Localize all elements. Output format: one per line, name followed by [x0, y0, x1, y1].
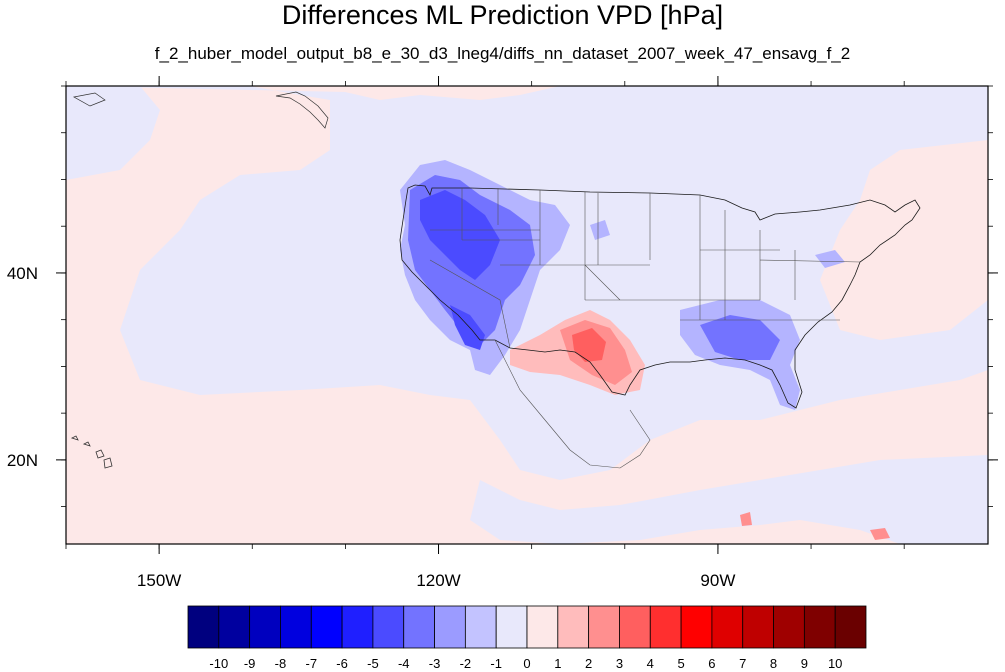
colorbar-label: 3 — [616, 656, 623, 671]
colorbar: -10 -9 -8 -7 -6 -5 -4 -3 -2 -1 0 1 2 3 4 5 6 7 8 9 10 — [187, 605, 867, 671]
colorbar-swatch — [218, 605, 251, 649]
canada-coast — [72, 91, 329, 129]
colorbar-swatch — [680, 605, 713, 649]
colorbar-label: 8 — [770, 656, 777, 671]
colorbar-label: -3 — [429, 656, 441, 671]
colorbar-label: -5 — [367, 656, 379, 671]
colorbar-swatch — [526, 605, 559, 649]
colorbar-label: -7 — [305, 656, 317, 671]
colorbar-label: 5 — [677, 656, 684, 671]
x-tick-label: 150W — [137, 571, 181, 590]
hawaii-islands — [70, 435, 113, 469]
colorbar-swatch — [742, 605, 774, 649]
colorbar-swatch — [280, 605, 312, 649]
colorbar-swatch — [495, 605, 528, 649]
colorbar-label: 10 — [828, 656, 842, 671]
colorbar-swatch — [310, 605, 343, 649]
colorbar-label: -9 — [244, 656, 256, 671]
colorbar-swatch — [649, 605, 682, 649]
chart-subtitle: f_2_huber_model_output_b8_e_30_d3_lneg4/… — [154, 44, 851, 63]
mexico-outline — [494, 339, 651, 469]
neutral-pacific-west — [66, 86, 160, 180]
chart-title: Differences ML Prediction VPD [hPa] — [281, 0, 724, 30]
x-tick-label: 120W — [416, 571, 460, 590]
colorbar-label: 2 — [585, 656, 592, 671]
colorbar-swatch — [464, 605, 497, 649]
anomaly-texas-strong — [572, 328, 606, 362]
colorbar-swatch — [372, 605, 405, 649]
colorbar-swatch — [187, 605, 220, 649]
colorbar-swatch — [434, 605, 466, 649]
x-axis-ticks: 150W 120W 90W — [65, 76, 905, 590]
colorbar-label: -6 — [336, 656, 348, 671]
colorbar-swatch — [341, 605, 374, 649]
anomaly-west-strong — [420, 190, 500, 280]
colorbar-swatch — [557, 605, 590, 649]
y-tick-label: 20N — [7, 451, 38, 470]
colorbar-label: -1 — [490, 656, 502, 671]
colorbar-swatch — [619, 605, 651, 649]
colorbar-label: 6 — [708, 656, 715, 671]
colorbar-label: 4 — [647, 656, 654, 671]
anomaly-southeast-mid — [700, 315, 780, 360]
colorbar-swatch — [834, 605, 867, 649]
colorbar-swatch — [803, 605, 836, 649]
colorbar-swatch — [711, 605, 744, 649]
y-tick-label: 40N — [7, 264, 38, 283]
y-axis-ticks: 40N 20N — [7, 85, 998, 508]
colorbar-swatch — [403, 605, 435, 649]
colorbar-swatch — [773, 605, 805, 649]
x-tick-label: 90W — [700, 571, 735, 590]
colorbar-swatch — [249, 605, 281, 649]
colorbar-label: 0 — [523, 656, 530, 671]
colorbar-label: -10 — [209, 656, 228, 671]
colorbar-label: -8 — [275, 656, 287, 671]
map-frame — [65, 85, 989, 545]
colorbar-label: -2 — [460, 656, 472, 671]
colorbar-label: 9 — [801, 656, 808, 671]
neutral-lower-band — [470, 455, 988, 544]
state-borders — [429, 188, 861, 349]
colorbar-label: 1 — [554, 656, 561, 671]
colorbar-label: 7 — [739, 656, 746, 671]
anomaly-pacific-spot — [740, 512, 890, 540]
colorbar-label: -4 — [398, 656, 410, 671]
colorbar-swatch — [588, 605, 620, 649]
